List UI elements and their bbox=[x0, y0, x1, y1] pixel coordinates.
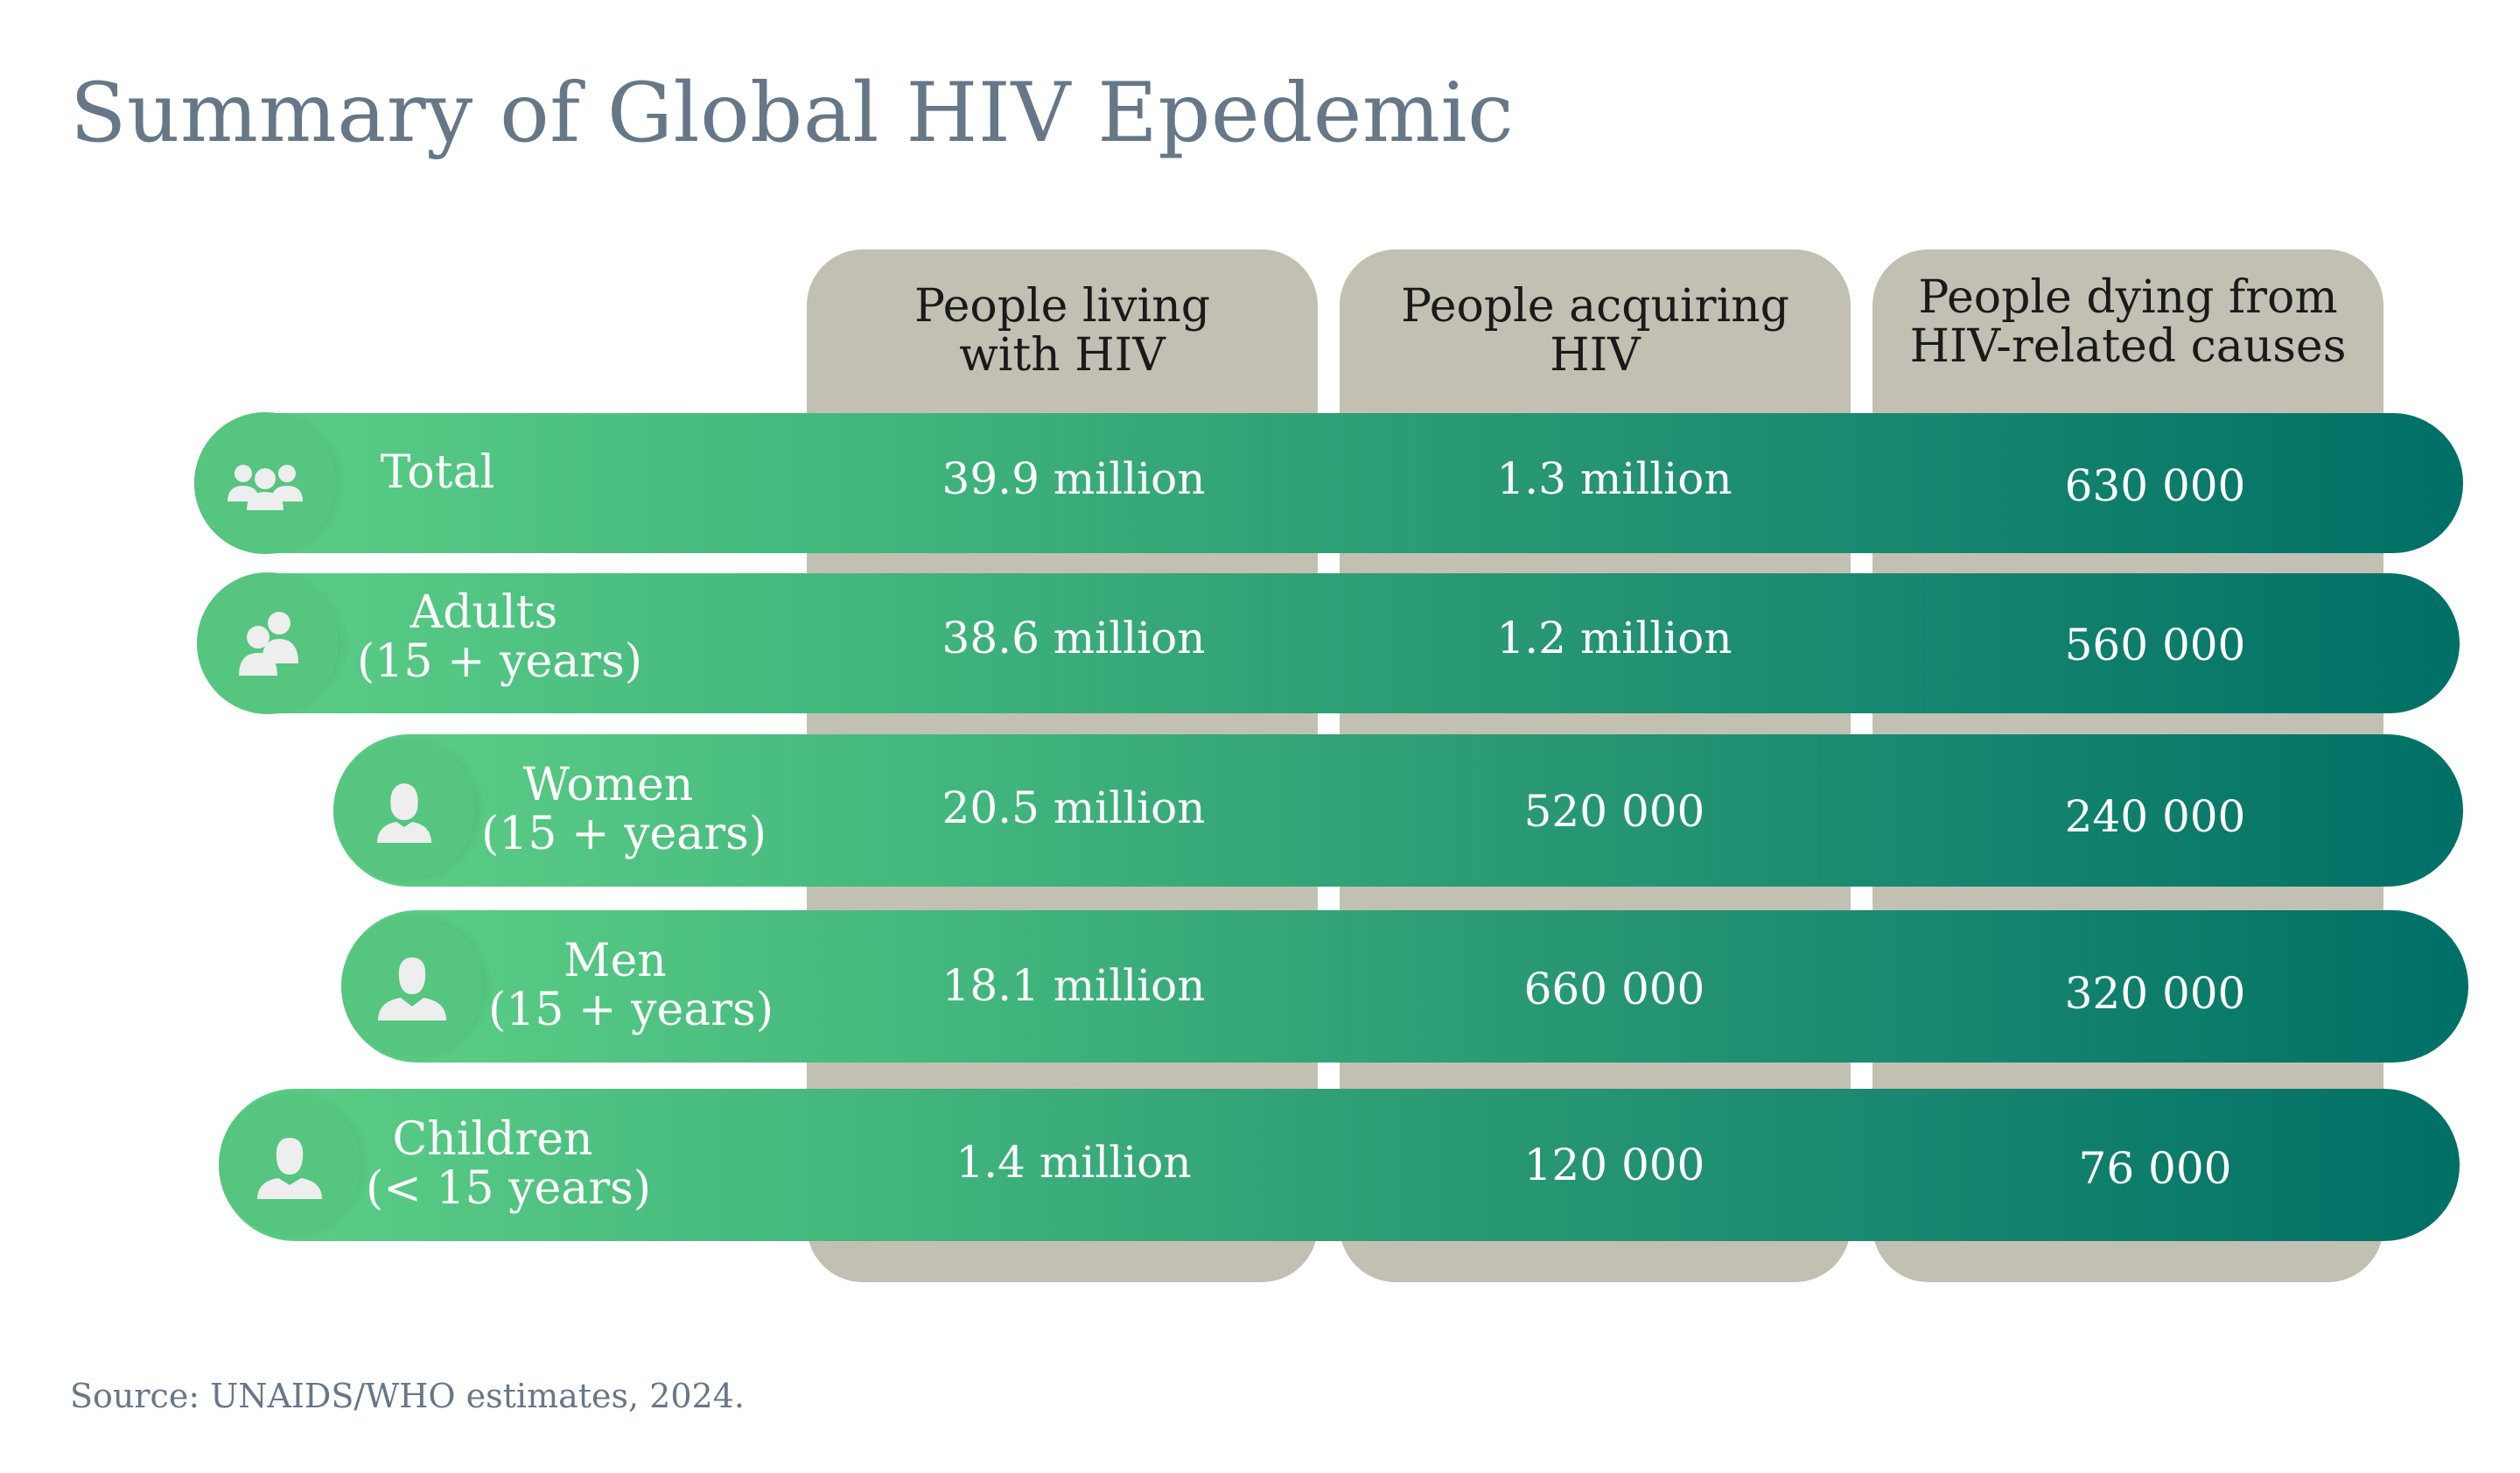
column-header-living: People living with HIV bbox=[807, 282, 1318, 380]
cell-total-acquiring: 1.3 million bbox=[1496, 453, 1732, 504]
row-bar-women bbox=[333, 734, 2463, 887]
cell-men-dying: 320 000 bbox=[2064, 968, 2246, 1019]
row-label-women: Women (15 + years) bbox=[481, 759, 767, 860]
column-header-acquiring: People acquiring HIV bbox=[1340, 282, 1851, 380]
row-label-line: Children bbox=[392, 1113, 593, 1166]
cell-total-living: 39.9 million bbox=[942, 453, 1206, 504]
row-icon-total bbox=[194, 412, 336, 554]
chart-title: Summary of Global HIV Epedemic bbox=[70, 66, 1515, 161]
source-note: Source: UNAIDS/WHO estimates, 2024. bbox=[70, 1377, 745, 1415]
row-label-children: Children (< 15 years) bbox=[366, 1113, 652, 1215]
cell-women-dying: 240 000 bbox=[2064, 791, 2246, 842]
row-label-line: Total bbox=[380, 446, 495, 499]
row-bar-total bbox=[194, 413, 2463, 553]
row-label-total: Total bbox=[337, 448, 538, 497]
cell-men-living: 18.1 million bbox=[942, 960, 1206, 1011]
row-bar-children bbox=[219, 1089, 2460, 1241]
row-bar-adults bbox=[197, 573, 2460, 713]
cell-men-acquiring: 660 000 bbox=[1523, 964, 1705, 1014]
column-header-line: People dying from bbox=[1918, 271, 2338, 324]
column-header-line: HIV-related causes bbox=[1909, 320, 2347, 373]
row-bar-men bbox=[341, 910, 2468, 1063]
column-header-line: People acquiring bbox=[1401, 280, 1789, 333]
cell-children-acquiring: 120 000 bbox=[1523, 1140, 1705, 1190]
row-label-adults: Adults (15 + years) bbox=[357, 586, 643, 688]
row-label-line: Women bbox=[522, 759, 694, 811]
cell-adults-acquiring: 1.2 million bbox=[1496, 613, 1732, 663]
row-icon-children bbox=[219, 1094, 360, 1236]
child-icon bbox=[257, 1138, 322, 1199]
column-header-line: People living bbox=[914, 280, 1210, 333]
row-icon-adults bbox=[197, 572, 339, 714]
row-label-men: Men (15 + years) bbox=[488, 935, 774, 1036]
man-icon bbox=[378, 957, 446, 1021]
row-label-line: Men bbox=[564, 935, 667, 987]
cell-women-living: 20.5 million bbox=[942, 782, 1206, 833]
adults-icon bbox=[239, 612, 298, 676]
column-header-line: HIV bbox=[1550, 329, 1641, 382]
cell-children-living: 1.4 million bbox=[956, 1137, 1192, 1188]
cell-adults-dying: 560 000 bbox=[2064, 620, 2246, 670]
row-label-line: (< 15 years) bbox=[366, 1162, 652, 1215]
cell-total-dying: 630 000 bbox=[2064, 460, 2246, 511]
row-icon-women bbox=[333, 740, 475, 881]
row-label-line: Adults bbox=[410, 586, 558, 639]
cell-women-acquiring: 520 000 bbox=[1523, 786, 1705, 837]
row-label-line: (15 + years) bbox=[357, 635, 643, 688]
cell-adults-living: 38.6 million bbox=[942, 613, 1206, 663]
cell-children-dying: 76 000 bbox=[2078, 1143, 2232, 1194]
woman-icon bbox=[377, 783, 431, 843]
column-header-dying: People dying from HIV-related causes bbox=[1872, 273, 2384, 371]
group-icon bbox=[228, 465, 303, 510]
row-icon-men bbox=[341, 915, 483, 1057]
row-label-line: (15 + years) bbox=[488, 984, 774, 1036]
column-header-line: with HIV bbox=[959, 329, 1166, 382]
row-label-line: (15 + years) bbox=[481, 808, 767, 860]
